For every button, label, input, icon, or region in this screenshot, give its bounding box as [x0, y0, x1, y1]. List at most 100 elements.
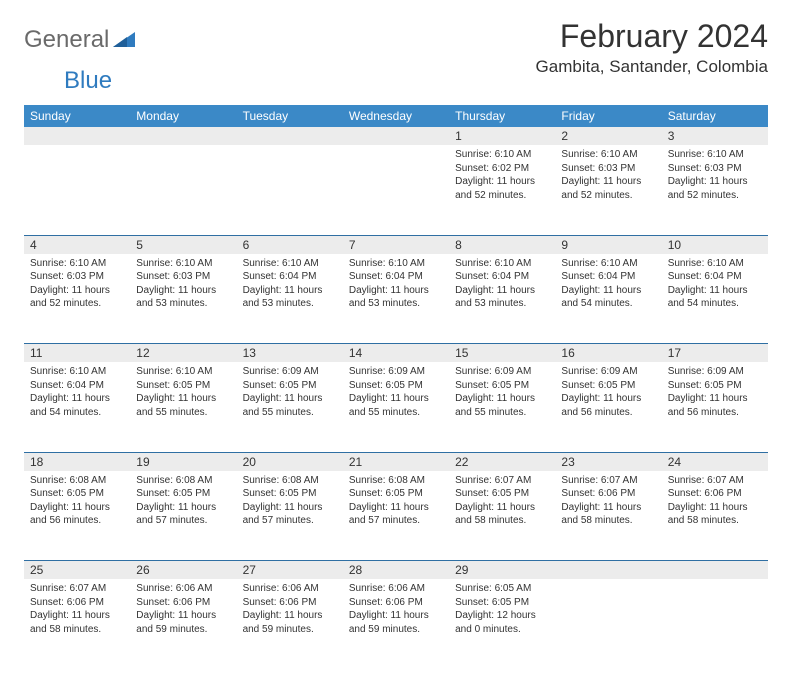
- day-number-cell: 25: [24, 561, 130, 580]
- day-number-cell: 23: [555, 452, 661, 471]
- day-number-cell: 13: [237, 344, 343, 363]
- calendar-header-row: SundayMondayTuesdayWednesdayThursdayFrid…: [24, 105, 768, 127]
- day-number-cell: 3: [662, 127, 768, 145]
- day-cell: Sunrise: 6:06 AMSunset: 6:06 PMDaylight:…: [130, 579, 236, 669]
- day-details: Sunrise: 6:06 AMSunset: 6:06 PMDaylight:…: [130, 579, 236, 642]
- day-details: Sunrise: 6:10 AMSunset: 6:04 PMDaylight:…: [343, 254, 449, 317]
- day-cell: Sunrise: 6:10 AMSunset: 6:04 PMDaylight:…: [24, 362, 130, 452]
- empty-cell: [237, 145, 343, 235]
- empty-cell: [555, 561, 661, 580]
- day-number-cell: 6: [237, 235, 343, 254]
- day-number-cell: 10: [662, 235, 768, 254]
- day-cell: Sunrise: 6:07 AMSunset: 6:06 PMDaylight:…: [24, 579, 130, 669]
- empty-cell: [662, 561, 768, 580]
- empty-cell: [343, 127, 449, 145]
- empty-cell: [130, 145, 236, 235]
- logo-text-blue: Blue: [64, 67, 112, 95]
- day-details: Sunrise: 6:10 AMSunset: 6:03 PMDaylight:…: [662, 145, 768, 208]
- empty-cell: [24, 127, 130, 145]
- day-details: Sunrise: 6:08 AMSunset: 6:05 PMDaylight:…: [343, 471, 449, 534]
- day-details: Sunrise: 6:10 AMSunset: 6:03 PMDaylight:…: [555, 145, 661, 208]
- day-cell: Sunrise: 6:07 AMSunset: 6:06 PMDaylight:…: [555, 471, 661, 561]
- calendar-page: General February 2024 Gambita, Santander…: [0, 0, 792, 687]
- day-cell: Sunrise: 6:06 AMSunset: 6:06 PMDaylight:…: [343, 579, 449, 669]
- day-number-cell: 16: [555, 344, 661, 363]
- day-cell: Sunrise: 6:10 AMSunset: 6:04 PMDaylight:…: [237, 254, 343, 344]
- day-details: Sunrise: 6:08 AMSunset: 6:05 PMDaylight:…: [237, 471, 343, 534]
- day-details: Sunrise: 6:05 AMSunset: 6:05 PMDaylight:…: [449, 579, 555, 642]
- day-number-cell: 14: [343, 344, 449, 363]
- day-cell: Sunrise: 6:06 AMSunset: 6:06 PMDaylight:…: [237, 579, 343, 669]
- day-number-cell: 17: [662, 344, 768, 363]
- day-details: Sunrise: 6:09 AMSunset: 6:05 PMDaylight:…: [449, 362, 555, 425]
- day-cell: Sunrise: 6:10 AMSunset: 6:03 PMDaylight:…: [24, 254, 130, 344]
- month-title: February 2024: [536, 18, 768, 55]
- day-details: Sunrise: 6:07 AMSunset: 6:05 PMDaylight:…: [449, 471, 555, 534]
- day-details: Sunrise: 6:08 AMSunset: 6:05 PMDaylight:…: [24, 471, 130, 534]
- day-cell: Sunrise: 6:08 AMSunset: 6:05 PMDaylight:…: [130, 471, 236, 561]
- day-cell: Sunrise: 6:08 AMSunset: 6:05 PMDaylight:…: [343, 471, 449, 561]
- day-number-cell: 19: [130, 452, 236, 471]
- day-number-cell: 27: [237, 561, 343, 580]
- day-cell: Sunrise: 6:07 AMSunset: 6:06 PMDaylight:…: [662, 471, 768, 561]
- day-number-cell: 28: [343, 561, 449, 580]
- day-number-cell: 8: [449, 235, 555, 254]
- day-number-cell: 18: [24, 452, 130, 471]
- empty-cell: [662, 579, 768, 669]
- day-number-cell: 1: [449, 127, 555, 145]
- day-details: Sunrise: 6:10 AMSunset: 6:04 PMDaylight:…: [24, 362, 130, 425]
- day-cell: Sunrise: 6:10 AMSunset: 6:02 PMDaylight:…: [449, 145, 555, 235]
- logo-text-general: General: [24, 26, 109, 54]
- day-header: Wednesday: [343, 105, 449, 127]
- day-cell: Sunrise: 6:10 AMSunset: 6:03 PMDaylight:…: [130, 254, 236, 344]
- day-details: Sunrise: 6:07 AMSunset: 6:06 PMDaylight:…: [555, 471, 661, 534]
- day-number-cell: 24: [662, 452, 768, 471]
- day-cell: Sunrise: 6:10 AMSunset: 6:03 PMDaylight:…: [662, 145, 768, 235]
- empty-cell: [237, 127, 343, 145]
- day-details: Sunrise: 6:10 AMSunset: 6:03 PMDaylight:…: [24, 254, 130, 317]
- calendar-table: SundayMondayTuesdayWednesdayThursdayFrid…: [24, 105, 768, 669]
- day-number-cell: 5: [130, 235, 236, 254]
- day-cell: Sunrise: 6:09 AMSunset: 6:05 PMDaylight:…: [449, 362, 555, 452]
- day-header: Tuesday: [237, 105, 343, 127]
- day-details: Sunrise: 6:09 AMSunset: 6:05 PMDaylight:…: [555, 362, 661, 425]
- day-cell: Sunrise: 6:10 AMSunset: 6:05 PMDaylight:…: [130, 362, 236, 452]
- day-details: Sunrise: 6:07 AMSunset: 6:06 PMDaylight:…: [662, 471, 768, 534]
- day-cell: Sunrise: 6:10 AMSunset: 6:04 PMDaylight:…: [555, 254, 661, 344]
- empty-cell: [555, 579, 661, 669]
- day-cell: Sunrise: 6:09 AMSunset: 6:05 PMDaylight:…: [343, 362, 449, 452]
- day-number-cell: 21: [343, 452, 449, 471]
- day-cell: Sunrise: 6:07 AMSunset: 6:05 PMDaylight:…: [449, 471, 555, 561]
- day-number-cell: 9: [555, 235, 661, 254]
- day-cell: Sunrise: 6:10 AMSunset: 6:04 PMDaylight:…: [449, 254, 555, 344]
- logo-triangle-icon: [113, 29, 135, 52]
- day-details: Sunrise: 6:10 AMSunset: 6:04 PMDaylight:…: [449, 254, 555, 317]
- day-number-cell: 4: [24, 235, 130, 254]
- day-details: Sunrise: 6:09 AMSunset: 6:05 PMDaylight:…: [662, 362, 768, 425]
- day-number-cell: 12: [130, 344, 236, 363]
- day-cell: Sunrise: 6:08 AMSunset: 6:05 PMDaylight:…: [24, 471, 130, 561]
- day-header: Friday: [555, 105, 661, 127]
- day-number-cell: 20: [237, 452, 343, 471]
- day-details: Sunrise: 6:06 AMSunset: 6:06 PMDaylight:…: [237, 579, 343, 642]
- location-subtitle: Gambita, Santander, Colombia: [536, 57, 768, 77]
- day-details: Sunrise: 6:08 AMSunset: 6:05 PMDaylight:…: [130, 471, 236, 534]
- day-details: Sunrise: 6:07 AMSunset: 6:06 PMDaylight:…: [24, 579, 130, 642]
- day-details: Sunrise: 6:10 AMSunset: 6:03 PMDaylight:…: [130, 254, 236, 317]
- empty-cell: [24, 145, 130, 235]
- day-details: Sunrise: 6:10 AMSunset: 6:04 PMDaylight:…: [237, 254, 343, 317]
- day-cell: Sunrise: 6:05 AMSunset: 6:05 PMDaylight:…: [449, 579, 555, 669]
- day-header: Sunday: [24, 105, 130, 127]
- day-cell: Sunrise: 6:09 AMSunset: 6:05 PMDaylight:…: [555, 362, 661, 452]
- day-cell: Sunrise: 6:10 AMSunset: 6:03 PMDaylight:…: [555, 145, 661, 235]
- empty-cell: [130, 127, 236, 145]
- title-block: February 2024 Gambita, Santander, Colomb…: [536, 18, 768, 77]
- empty-cell: [343, 145, 449, 235]
- day-number-cell: 26: [130, 561, 236, 580]
- day-number-cell: 22: [449, 452, 555, 471]
- day-details: Sunrise: 6:09 AMSunset: 6:05 PMDaylight:…: [237, 362, 343, 425]
- day-header: Thursday: [449, 105, 555, 127]
- day-number-cell: 7: [343, 235, 449, 254]
- day-cell: Sunrise: 6:10 AMSunset: 6:04 PMDaylight:…: [662, 254, 768, 344]
- day-details: Sunrise: 6:10 AMSunset: 6:04 PMDaylight:…: [555, 254, 661, 317]
